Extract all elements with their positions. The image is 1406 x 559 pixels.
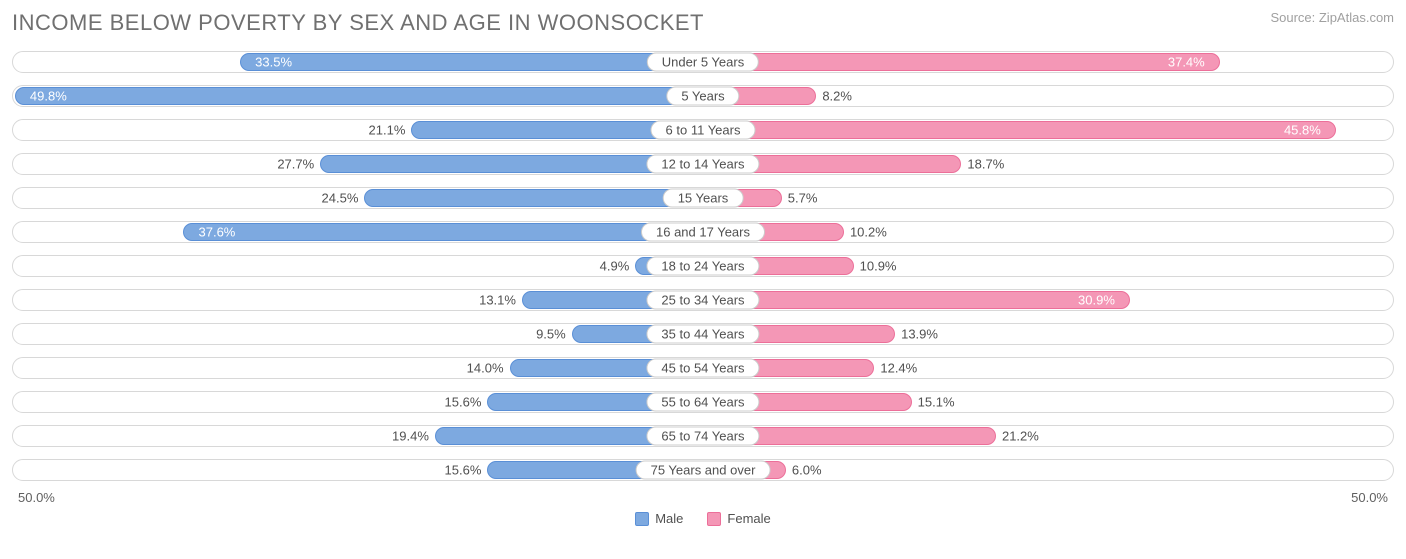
male-value-label: 33.5% <box>255 55 292 70</box>
axis-left-label: 50.0% <box>18 490 55 505</box>
chart-row: 13.1% 30.9% 25 to 34 Years <box>12 286 1394 314</box>
age-label: 15 Years <box>663 189 744 208</box>
age-label: 5 Years <box>666 87 739 106</box>
chart-row: 21.1% 45.8% 6 to 11 Years <box>12 116 1394 144</box>
male-value-label: 24.5% <box>322 191 359 206</box>
male-value-label: 9.5% <box>536 327 566 342</box>
male-value-label: 21.1% <box>369 123 406 138</box>
age-label: 65 to 74 Years <box>646 427 759 446</box>
female-value-label: 6.0% <box>792 463 822 478</box>
female-value-label: 10.2% <box>850 225 887 240</box>
female-value-label: 10.9% <box>860 259 897 274</box>
male-bar <box>364 189 703 207</box>
female-value-label: 18.7% <box>967 157 1004 172</box>
male-value-label: 37.6% <box>199 225 236 240</box>
male-swatch <box>635 512 649 526</box>
axis-labels: 50.0% 50.0% <box>12 490 1394 505</box>
age-label: 25 to 34 Years <box>646 291 759 310</box>
chart-row: 33.5% 37.4% Under 5 Years <box>12 48 1394 76</box>
chart-row: 27.7% 18.7% 12 to 14 Years <box>12 150 1394 178</box>
female-value-label: 5.7% <box>788 191 818 206</box>
chart-row: 24.5% 5.7% 15 Years <box>12 184 1394 212</box>
axis-right-label: 50.0% <box>1351 490 1388 505</box>
legend-male-label: Male <box>655 511 683 526</box>
chart-row: 9.5% 13.9% 35 to 44 Years <box>12 320 1394 348</box>
female-swatch <box>707 512 721 526</box>
chart-row: 19.4% 21.2% 65 to 74 Years <box>12 422 1394 450</box>
chart-row: 4.9% 10.9% 18 to 24 Years <box>12 252 1394 280</box>
female-value-label: 30.9% <box>1078 293 1115 308</box>
female-value-label: 21.2% <box>1002 429 1039 444</box>
male-value-label: 49.8% <box>30 89 67 104</box>
male-value-label: 15.6% <box>445 395 482 410</box>
male-bar <box>240 53 703 71</box>
male-value-label: 15.6% <box>445 463 482 478</box>
chart-row: 37.6% 10.2% 16 and 17 Years <box>12 218 1394 246</box>
legend-item-female: Female <box>707 511 770 526</box>
male-value-label: 27.7% <box>277 157 314 172</box>
age-label: 75 Years and over <box>636 461 771 480</box>
legend-female-label: Female <box>727 511 770 526</box>
female-bar <box>703 291 1130 309</box>
male-bar <box>183 223 703 241</box>
female-value-label: 45.8% <box>1284 123 1321 138</box>
age-label: 18 to 24 Years <box>646 257 759 276</box>
chart-row: 15.6% 6.0% 75 Years and over <box>12 456 1394 484</box>
female-value-label: 15.1% <box>918 395 955 410</box>
age-label: 16 and 17 Years <box>641 223 765 242</box>
chart-title: INCOME BELOW POVERTY BY SEX AND AGE IN W… <box>12 10 704 36</box>
female-bar <box>703 53 1220 71</box>
age-label: 12 to 14 Years <box>646 155 759 174</box>
age-label: 45 to 54 Years <box>646 359 759 378</box>
female-value-label: 13.9% <box>901 327 938 342</box>
age-label: 35 to 44 Years <box>646 325 759 344</box>
female-value-label: 12.4% <box>880 361 917 376</box>
chart-row: 15.6% 15.1% 55 to 64 Years <box>12 388 1394 416</box>
chart-row: 14.0% 12.4% 45 to 54 Years <box>12 354 1394 382</box>
chart-row: 49.8% 8.2% 5 Years <box>12 82 1394 110</box>
female-bar <box>703 121 1336 139</box>
female-value-label: 8.2% <box>822 89 852 104</box>
source-attribution: Source: ZipAtlas.com <box>1270 10 1394 25</box>
male-bar <box>15 87 703 105</box>
chart-body: 33.5% 37.4% Under 5 Years 49.8% 8.2% 5 Years 2… <box>12 48 1394 484</box>
legend: Male Female <box>12 511 1394 526</box>
male-value-label: 13.1% <box>479 293 516 308</box>
age-label: Under 5 Years <box>647 53 759 72</box>
male-value-label: 14.0% <box>467 361 504 376</box>
legend-item-male: Male <box>635 511 683 526</box>
age-label: 6 to 11 Years <box>651 121 756 140</box>
male-value-label: 19.4% <box>392 429 429 444</box>
female-value-label: 37.4% <box>1168 55 1205 70</box>
age-label: 55 to 64 Years <box>646 393 759 412</box>
male-value-label: 4.9% <box>600 259 630 274</box>
